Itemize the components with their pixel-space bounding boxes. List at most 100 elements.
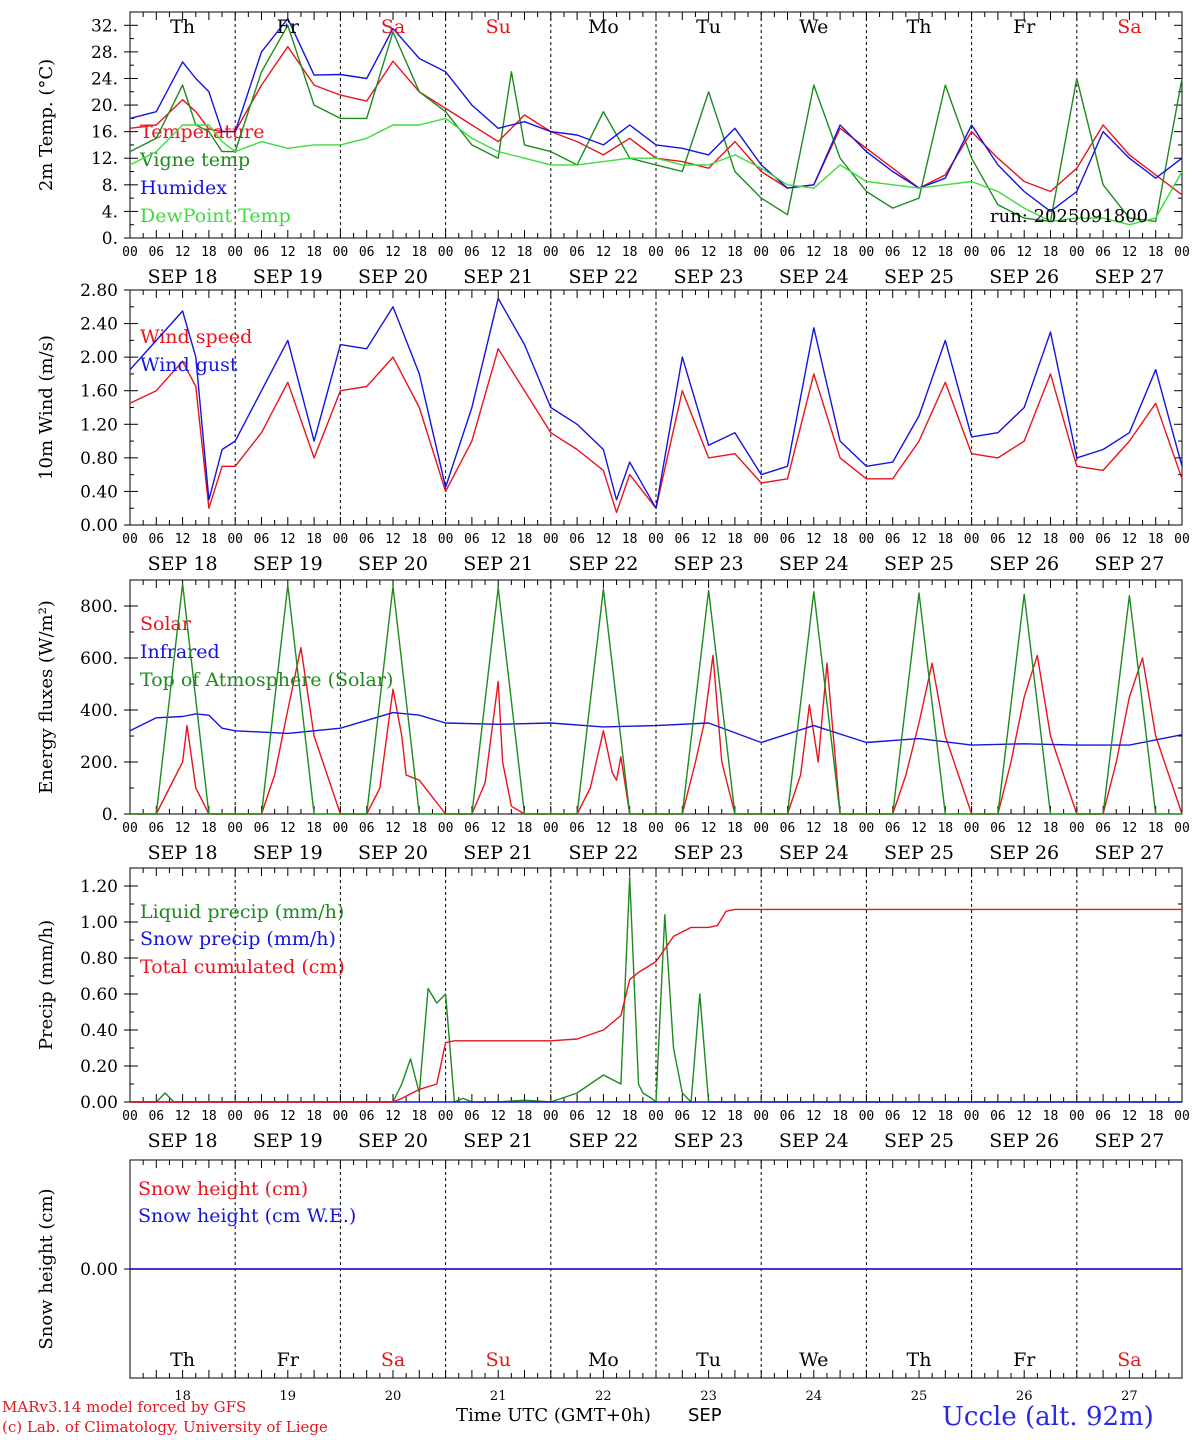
- hour-label: 06: [359, 1109, 375, 1124]
- date-label: SEP 26: [989, 842, 1059, 864]
- hour-label: 00: [438, 532, 454, 547]
- date-label: SEP 22: [568, 553, 638, 575]
- date-label: SEP 24: [779, 842, 849, 864]
- weekday-label: Sa: [1117, 16, 1141, 38]
- legend-entry: Humidex: [140, 177, 227, 199]
- hour-label: 06: [1095, 532, 1111, 547]
- hour-label: 12: [280, 1109, 296, 1124]
- weekday-label: Mo: [588, 1349, 619, 1371]
- y-tick-label: 20.: [91, 96, 118, 116]
- hour-label: 12: [1016, 532, 1032, 547]
- hour-label: 18: [1148, 532, 1164, 547]
- day-number-label: 27: [1121, 1389, 1138, 1404]
- hour-label: 18: [306, 245, 322, 260]
- series-line-humidex: [129, 17, 1183, 213]
- date-label: SEP 18: [148, 1130, 218, 1152]
- date-label: SEP 25: [884, 266, 954, 288]
- day-number-label: 25: [911, 1389, 928, 1404]
- hour-label: 06: [148, 245, 164, 260]
- hour-label: 12: [1016, 1109, 1032, 1124]
- weekday-label: Sa: [381, 16, 405, 38]
- hour-label: 18: [411, 532, 427, 547]
- hour-label: 06: [780, 821, 796, 836]
- hour-label: 12: [490, 821, 506, 836]
- hour-label: 00: [859, 245, 875, 260]
- hour-label: 00: [122, 532, 138, 547]
- hour-label: 06: [885, 1109, 901, 1124]
- hour-label: 00: [1069, 532, 1085, 547]
- hour-label: 00: [753, 821, 769, 836]
- hour-label: 12: [701, 245, 717, 260]
- date-label: SEP 25: [884, 553, 954, 575]
- hour-label: 12: [1122, 245, 1138, 260]
- hour-label: 00: [859, 821, 875, 836]
- date-label: SEP 19: [253, 842, 323, 864]
- hour-label: 12: [701, 1109, 717, 1124]
- weekday-label: Fr: [277, 16, 300, 38]
- date-label: SEP 27: [1094, 842, 1164, 864]
- series-line-wind-gust: [129, 297, 1183, 509]
- hour-label: 00: [1174, 532, 1190, 547]
- weekday-label: Fr: [1013, 1349, 1036, 1371]
- hour-label: 00: [438, 821, 454, 836]
- panel-5: 0.00 Snow height (cm) Snow height (cm) Snow…: [36, 1159, 1183, 1404]
- hour-label: 18: [1148, 245, 1164, 260]
- weekday-label: Fr: [1013, 16, 1036, 38]
- hour-label: 12: [175, 532, 191, 547]
- hour-label: 06: [464, 821, 480, 836]
- hour-label: 00: [227, 1109, 243, 1124]
- panel-4: 0.00 0.20 0.40 0.60 0.80 1.00 1.20 Precip (mm/h…: [36, 867, 1190, 1152]
- date-label: SEP 22: [568, 842, 638, 864]
- hour-label: 00: [333, 245, 349, 260]
- xaxis-label: Time UTC (GMT+0h): [456, 1405, 651, 1426]
- y-tick-label: 0.60: [80, 985, 118, 1005]
- day-number-label: 26: [1016, 1389, 1033, 1404]
- hour-label: 12: [596, 1109, 612, 1124]
- hour-label: 18: [517, 245, 533, 260]
- series-line-dewpoint-temp: [129, 117, 1183, 226]
- series-line-wind-speed: [129, 348, 1183, 514]
- hour-label: 06: [464, 1109, 480, 1124]
- date-label: SEP 19: [253, 266, 323, 288]
- hour-label: 18: [832, 532, 848, 547]
- hour-label: 12: [806, 821, 822, 836]
- panel-2: 0.00 0.40 0.80 1.20 1.60 2.00 2.40 2.80 10m Wind…: [36, 281, 1190, 575]
- y-tick-label: 0.40: [80, 482, 118, 502]
- y-axis-label: 2m Temp. (°C): [36, 59, 57, 191]
- hour-label: 06: [359, 821, 375, 836]
- y-tick-label: 0.00: [80, 1093, 118, 1113]
- hour-label: 18: [727, 532, 743, 547]
- weekday-label: Su: [486, 16, 511, 38]
- hour-label: 18: [1148, 1109, 1164, 1124]
- hour-label: 00: [859, 1109, 875, 1124]
- date-label: SEP 20: [358, 553, 428, 575]
- date-label: SEP 26: [989, 553, 1059, 575]
- hour-label: 06: [569, 532, 585, 547]
- hour-label: 18: [306, 821, 322, 836]
- y-tick-label: 28.: [91, 43, 118, 63]
- hour-label: 18: [517, 532, 533, 547]
- hour-label: 06: [990, 532, 1006, 547]
- y-tick-label: 2.40: [80, 315, 118, 335]
- hour-label: 06: [674, 532, 690, 547]
- hour-label: 12: [806, 532, 822, 547]
- hour-label: 12: [490, 245, 506, 260]
- hour-label: 00: [333, 1109, 349, 1124]
- y-tick-label: 400.: [80, 701, 118, 721]
- hour-label: 12: [701, 821, 717, 836]
- hour-label: 18: [1148, 821, 1164, 836]
- date-label: SEP 20: [358, 266, 428, 288]
- legend-entry: Wind speed: [140, 326, 252, 348]
- hour-label: 06: [885, 821, 901, 836]
- hour-label: 18: [411, 245, 427, 260]
- hour-label: 00: [964, 1109, 980, 1124]
- hour-label: 18: [832, 821, 848, 836]
- series-line-total-cumulated-cm-: [130, 908, 1182, 1103]
- legend-entry: Solar: [140, 613, 192, 635]
- credit-line-2: (c) Lab. of Climatology, University of L…: [2, 1418, 328, 1436]
- hour-label: 12: [701, 532, 717, 547]
- hour-label: 00: [333, 532, 349, 547]
- hour-label: 00: [1174, 821, 1190, 836]
- hour-label: 06: [464, 532, 480, 547]
- hour-label: 12: [385, 532, 401, 547]
